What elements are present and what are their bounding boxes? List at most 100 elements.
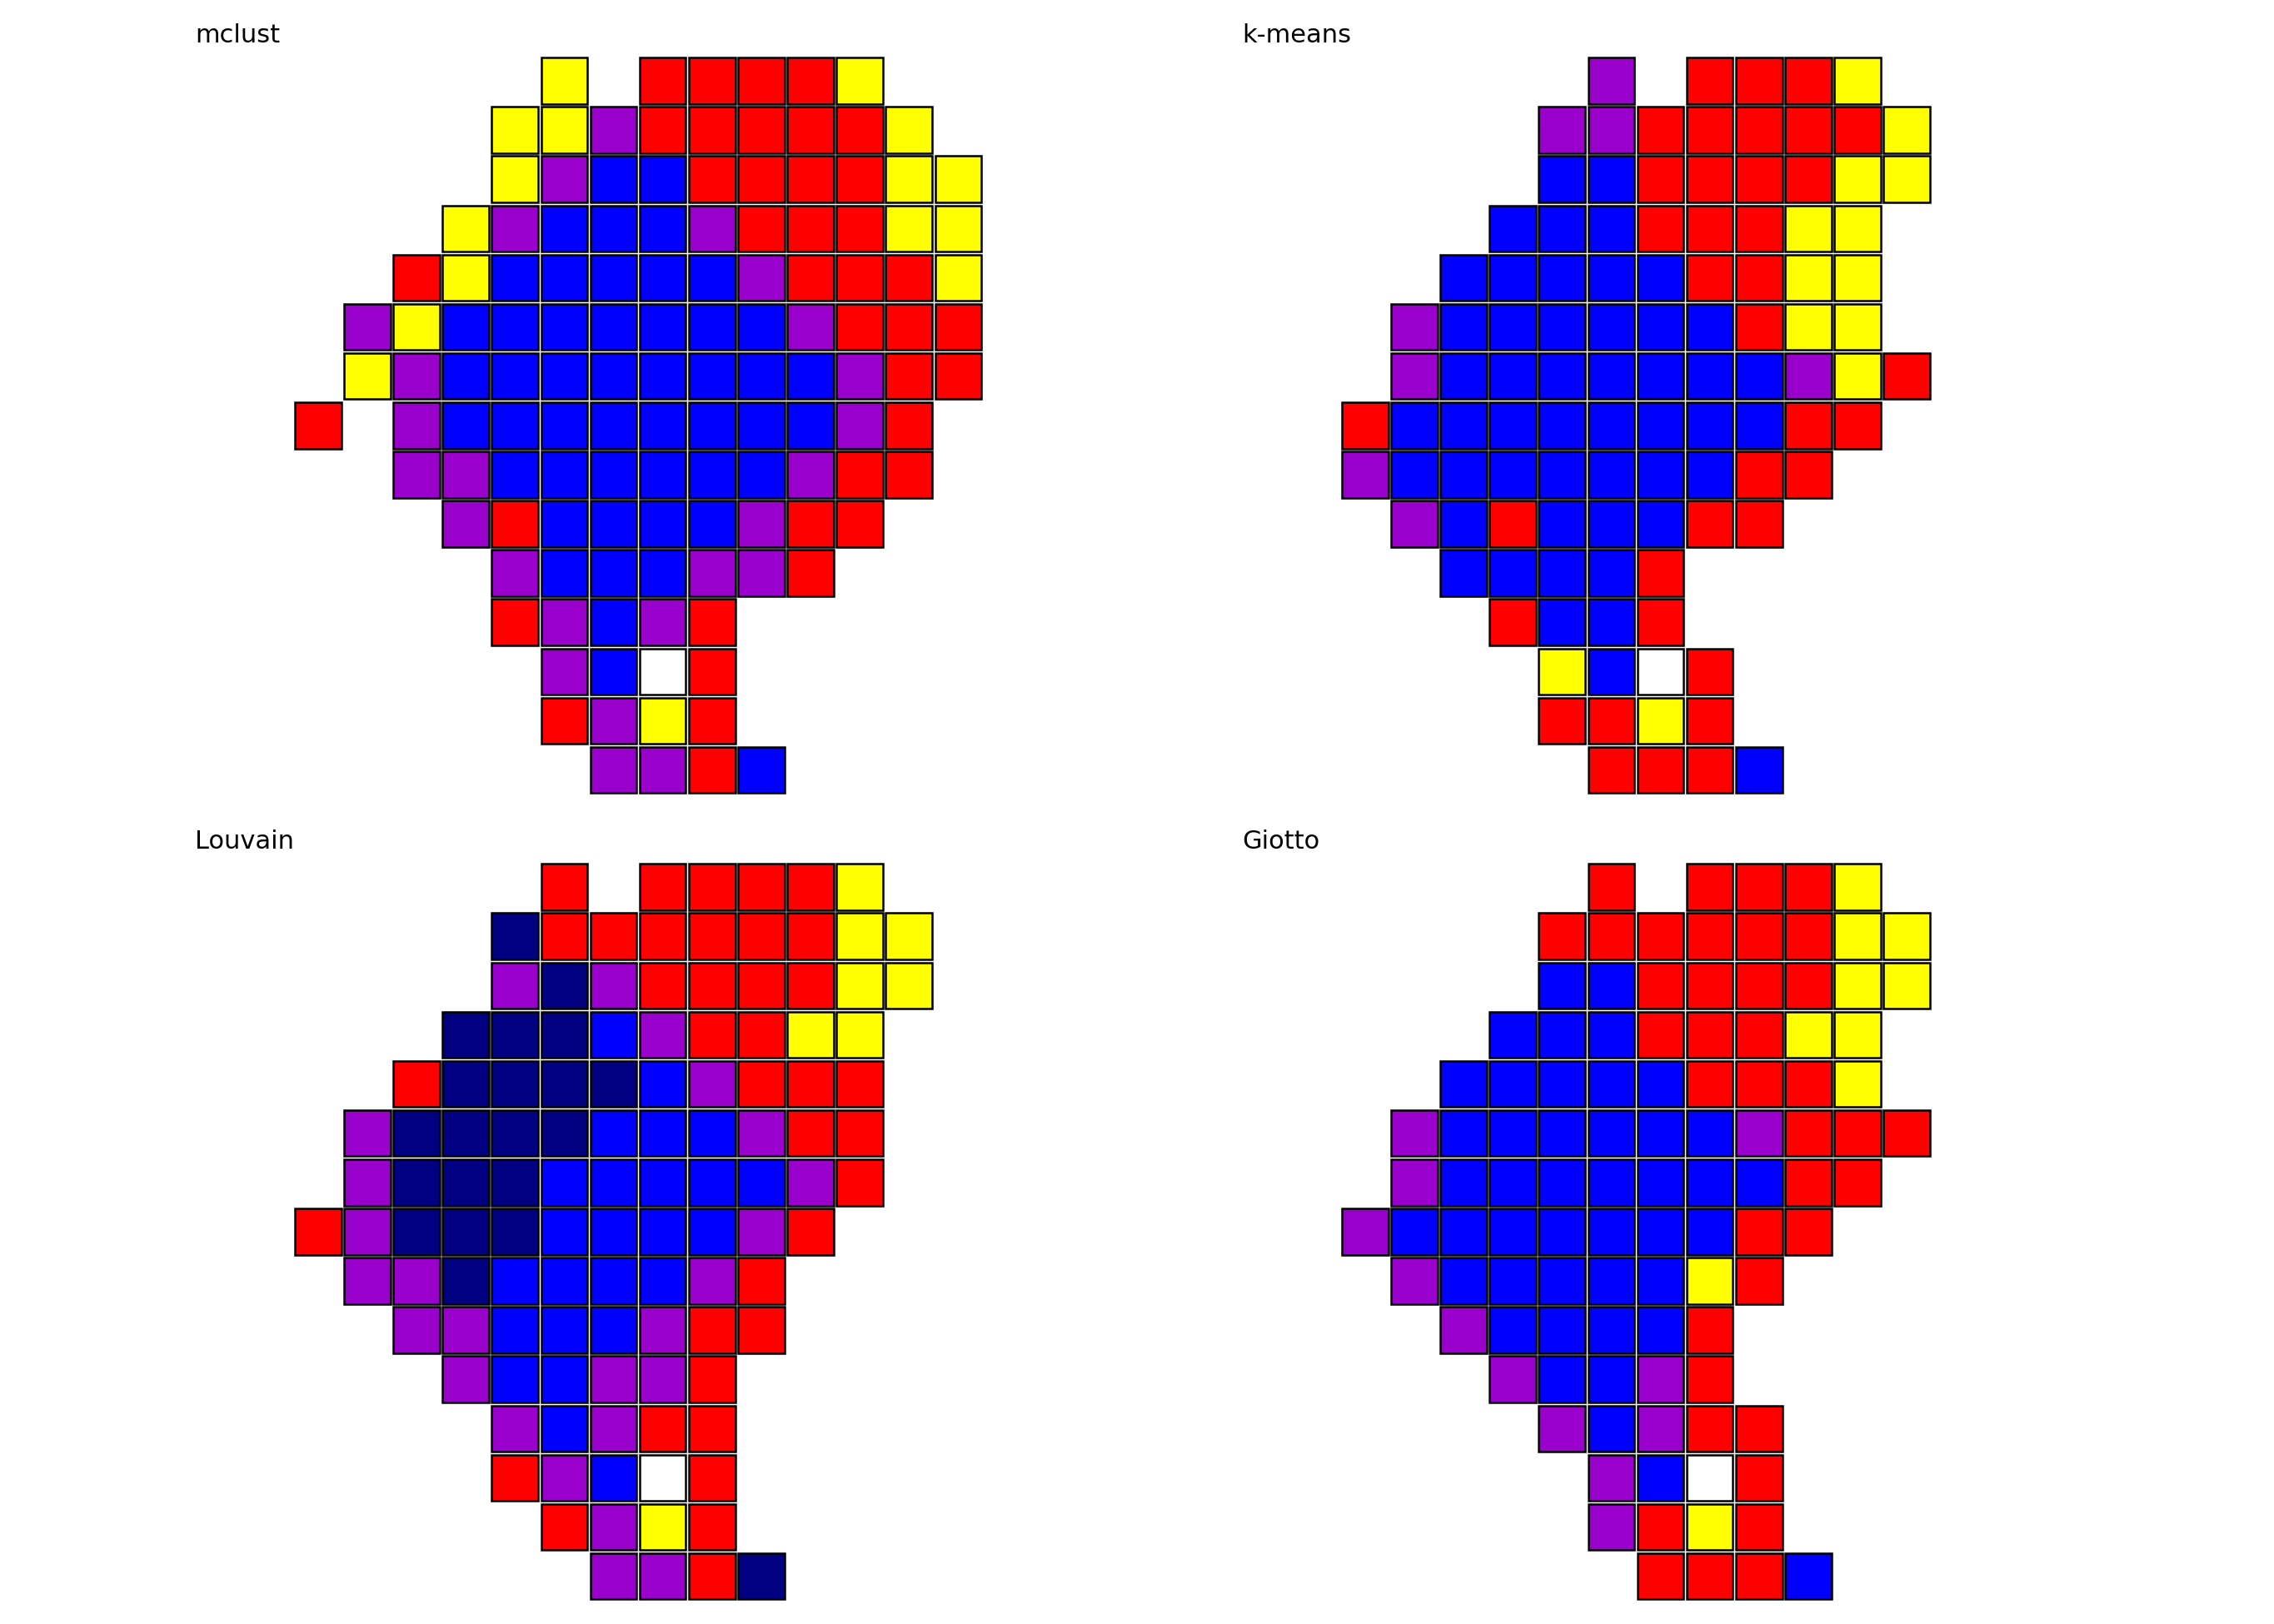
Bar <box>443 205 489 252</box>
Bar <box>541 913 587 960</box>
Bar <box>1835 352 1881 400</box>
Bar <box>1587 963 1635 1009</box>
Bar <box>739 205 785 252</box>
Bar <box>689 403 735 448</box>
Bar <box>1687 698 1733 744</box>
Bar <box>1489 1111 1535 1156</box>
Bar <box>1687 1455 1733 1501</box>
Bar <box>443 255 489 300</box>
Bar <box>689 304 735 351</box>
Bar <box>1587 500 1635 547</box>
Bar <box>1587 107 1635 153</box>
Bar <box>689 1307 735 1353</box>
Bar <box>689 1060 735 1108</box>
Bar <box>639 1257 687 1304</box>
Bar <box>1439 403 1487 448</box>
Bar <box>739 1111 785 1156</box>
Bar <box>1637 304 1683 351</box>
Bar <box>689 1208 735 1255</box>
Bar <box>837 205 882 252</box>
Bar <box>1687 1060 1733 1108</box>
Bar <box>1785 107 1831 153</box>
Bar <box>1489 1060 1535 1108</box>
Bar <box>639 205 687 252</box>
Bar <box>1637 551 1683 596</box>
Bar <box>1637 1060 1683 1108</box>
Bar <box>689 451 735 499</box>
Bar <box>1539 205 1585 252</box>
Bar <box>443 403 489 448</box>
Bar <box>837 1111 882 1156</box>
Bar <box>739 304 785 351</box>
Bar <box>739 107 785 153</box>
Bar <box>1637 698 1683 744</box>
Bar <box>639 913 687 960</box>
Bar <box>1637 1356 1683 1403</box>
Bar <box>837 963 882 1009</box>
Bar <box>1637 1257 1683 1304</box>
Bar <box>1735 913 1783 960</box>
Bar <box>491 352 539 400</box>
Bar <box>541 57 587 104</box>
Bar <box>1687 1405 1733 1452</box>
Bar <box>639 864 687 909</box>
Bar <box>639 1405 687 1452</box>
Bar <box>787 500 835 547</box>
Bar <box>541 698 587 744</box>
Bar <box>1637 352 1683 400</box>
Bar <box>491 500 539 547</box>
Bar <box>1687 1111 1733 1156</box>
Bar <box>1539 698 1585 744</box>
Bar <box>1392 1160 1437 1205</box>
Bar <box>1687 1257 1733 1304</box>
Bar <box>591 551 637 596</box>
Bar <box>1883 963 1931 1009</box>
Bar <box>491 255 539 300</box>
Bar <box>639 1307 687 1353</box>
Bar <box>1539 1160 1585 1205</box>
Bar <box>1735 1405 1783 1452</box>
Bar <box>935 156 982 203</box>
Bar <box>1587 1405 1635 1452</box>
Bar <box>443 1257 489 1304</box>
Text: mclust: mclust <box>196 23 280 47</box>
Bar <box>591 403 637 448</box>
Bar <box>443 451 489 499</box>
Bar <box>443 1160 489 1205</box>
Bar <box>739 963 785 1009</box>
Bar <box>591 1553 637 1600</box>
Bar <box>837 403 882 448</box>
Bar <box>1392 304 1437 351</box>
Bar <box>837 913 882 960</box>
Bar <box>1687 648 1733 695</box>
Bar <box>1587 1356 1635 1403</box>
Bar <box>887 255 932 300</box>
Bar <box>787 963 835 1009</box>
Bar <box>739 500 785 547</box>
Bar <box>837 451 882 499</box>
Bar <box>591 1012 637 1057</box>
Bar <box>689 599 735 645</box>
Bar <box>1489 1160 1535 1205</box>
Bar <box>1587 1060 1635 1108</box>
Bar <box>1687 205 1733 252</box>
Bar <box>1489 1012 1535 1057</box>
Bar <box>491 1208 539 1255</box>
Bar <box>443 1012 489 1057</box>
Bar <box>1489 1257 1535 1304</box>
Bar <box>787 551 835 596</box>
Bar <box>837 500 882 547</box>
Bar <box>1687 747 1733 793</box>
Bar <box>541 205 587 252</box>
Bar <box>1489 1208 1535 1255</box>
Bar <box>887 403 932 448</box>
Bar <box>1587 156 1635 203</box>
Bar <box>787 304 835 351</box>
Bar <box>1637 1160 1683 1205</box>
Bar <box>541 304 587 351</box>
Bar <box>639 1504 687 1551</box>
Bar <box>1785 864 1831 909</box>
Bar <box>491 451 539 499</box>
Bar <box>935 352 982 400</box>
Bar <box>887 352 932 400</box>
